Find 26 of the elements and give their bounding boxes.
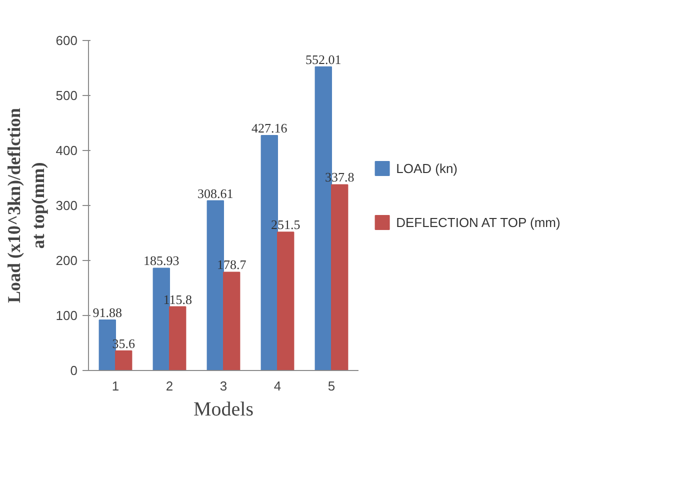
- x-tick-label: 3: [220, 378, 228, 394]
- y-tick-label: 100: [56, 308, 78, 323]
- x-tick-label: 5: [328, 378, 336, 394]
- x-axis-title: Models: [194, 398, 254, 420]
- bar: [115, 350, 132, 370]
- bar: [169, 306, 186, 370]
- bar: [331, 184, 348, 370]
- bar: [223, 272, 240, 370]
- data-label: 91.88: [92, 304, 122, 320]
- y-tick-label: 0: [70, 363, 78, 378]
- data-label: 427.16: [252, 120, 288, 136]
- bar: [277, 232, 294, 370]
- x-tick-label: 2: [166, 378, 174, 394]
- data-label: 185.93: [144, 253, 180, 268]
- legend-label: LOAD (kn): [396, 161, 458, 176]
- y-tick-label: 600: [56, 33, 78, 48]
- y-tick-label: 300: [56, 198, 78, 213]
- data-label: 552.01: [306, 52, 342, 67]
- x-tick-label: 4: [274, 378, 282, 394]
- y-tick-label: 400: [56, 143, 78, 158]
- data-label: 308.61: [198, 186, 234, 201]
- y-tick-label: 500: [56, 88, 78, 103]
- legend-label: DEFLECTION AT TOP (mm): [396, 214, 560, 230]
- x-tick-label: 1: [112, 378, 120, 394]
- y-axis-title: Load (x10^3kn)/deflction at top(mm): [4, 108, 48, 303]
- y-tick-label: 200: [56, 253, 78, 268]
